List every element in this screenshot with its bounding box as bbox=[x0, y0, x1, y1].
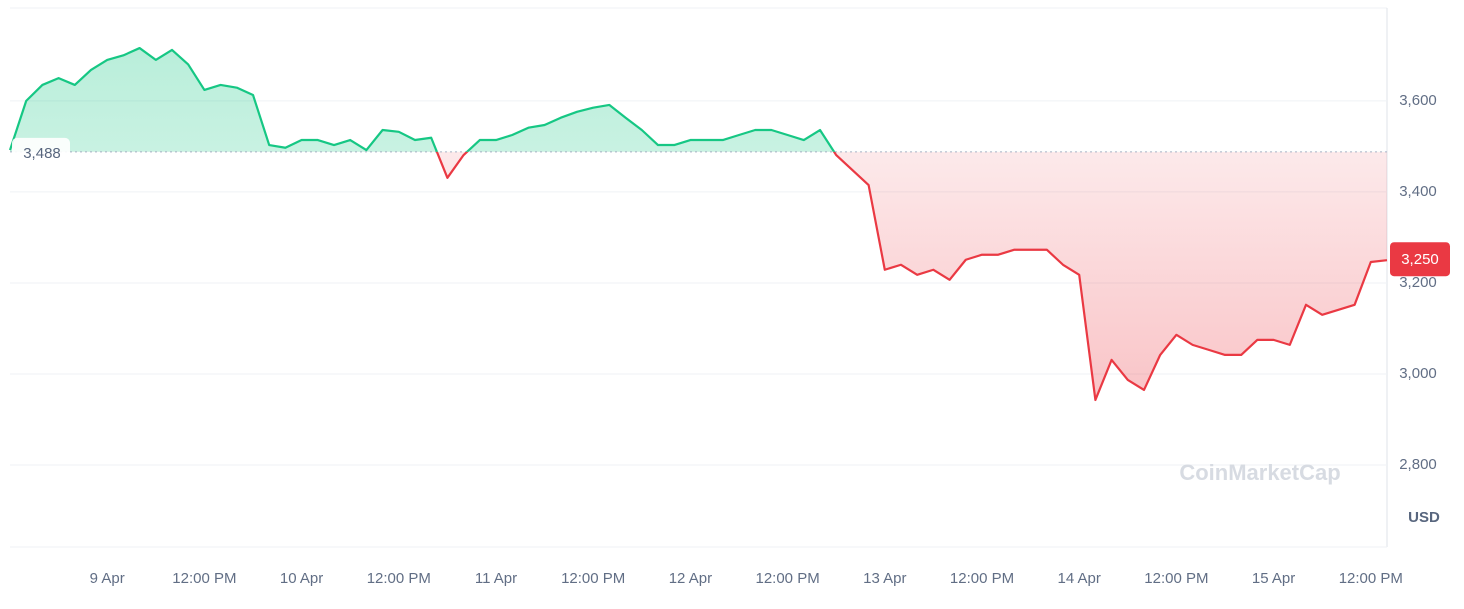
x-tick-label: 12:00 PM bbox=[367, 570, 431, 587]
x-tick-label: 12:00 PM bbox=[172, 570, 236, 587]
last-price-box bbox=[1390, 242, 1450, 277]
x-tick-label: 9 Apr bbox=[90, 570, 125, 587]
price-line-up bbox=[8, 46, 836, 152]
baseline-label: 3,488 bbox=[23, 145, 61, 162]
x-tick-label: 12:00 PM bbox=[755, 570, 819, 587]
last-price-label: 3,250 bbox=[1401, 251, 1439, 268]
area-below bbox=[10, 151, 1387, 400]
y-tick-label: 2,800 bbox=[1399, 456, 1437, 473]
x-tick-label: 12 Apr bbox=[669, 570, 712, 587]
y-tick-label: 3,200 bbox=[1399, 274, 1437, 291]
y-tick-label: 3,000 bbox=[1399, 365, 1437, 382]
y-tick-label: 3,400 bbox=[1399, 183, 1437, 200]
x-tick-label: 12:00 PM bbox=[561, 570, 625, 587]
baseline-label-box bbox=[12, 137, 70, 166]
x-tick-label: 10 Apr bbox=[280, 570, 323, 587]
currency-label: USD bbox=[1408, 509, 1440, 526]
x-tick-label: 11 Apr bbox=[475, 570, 517, 587]
x-tick-label: 12:00 PM bbox=[1339, 570, 1403, 587]
x-tick-label: 13 Apr bbox=[863, 570, 906, 587]
x-tick-label: 12:00 PM bbox=[1144, 570, 1208, 587]
x-tick-label: 14 Apr bbox=[1058, 570, 1101, 587]
watermark: CoinMarketCap bbox=[1179, 460, 1340, 485]
area-above bbox=[10, 48, 835, 152]
x-tick-label: 12:00 PM bbox=[950, 570, 1014, 587]
price-line-down bbox=[435, 151, 1388, 402]
y-tick-label: 3,600 bbox=[1399, 92, 1437, 109]
x-tick-label: 15 Apr bbox=[1252, 570, 1295, 587]
